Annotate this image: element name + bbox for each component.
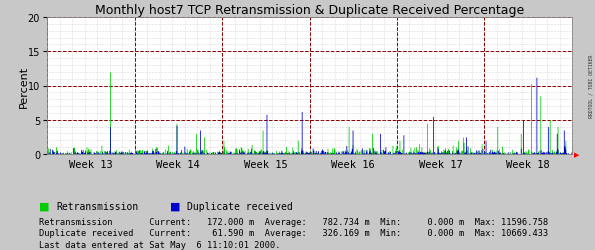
Text: Duplicate received: Duplicate received [187, 201, 293, 211]
Text: Week 17: Week 17 [419, 160, 463, 169]
Text: Week 14: Week 14 [156, 160, 200, 169]
Text: Week 15: Week 15 [244, 160, 287, 169]
Text: Week 13: Week 13 [69, 160, 112, 169]
Text: Week 16: Week 16 [331, 160, 375, 169]
Text: Retransmission       Current:   172.000 m  Average:   782.734 m  Min:     0.000 : Retransmission Current: 172.000 m Averag… [39, 217, 548, 226]
Text: Duplicate received   Current:    61.590 m  Average:   326.169 m  Min:     0.000 : Duplicate received Current: 61.590 m Ave… [39, 228, 548, 237]
Y-axis label: Percent: Percent [18, 65, 29, 107]
Text: ■: ■ [170, 201, 180, 211]
Text: ▶: ▶ [574, 152, 579, 157]
Text: Retransmission: Retransmission [57, 201, 139, 211]
Text: RRDTOOL / TOBI OETIKER: RRDTOOL / TOBI OETIKER [588, 55, 593, 118]
Text: Last data entered at Sat May  6 11:10:01 2000.: Last data entered at Sat May 6 11:10:01 … [39, 240, 280, 249]
Text: Week 18: Week 18 [506, 160, 550, 169]
Title: Monthly host7 TCP Retransmission & Duplicate Received Percentage: Monthly host7 TCP Retransmission & Dupli… [95, 4, 524, 17]
Text: ■: ■ [39, 201, 49, 211]
